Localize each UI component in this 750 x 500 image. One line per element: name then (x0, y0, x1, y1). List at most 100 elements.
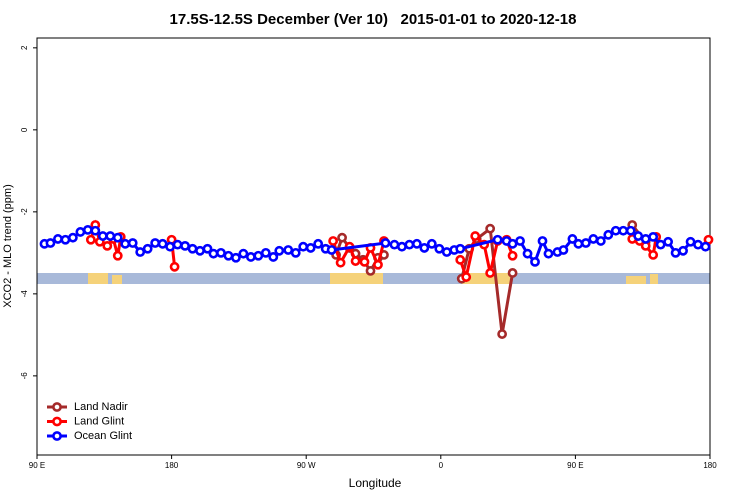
point (537, 236, 548, 246)
point (157, 238, 168, 249)
point (507, 250, 518, 261)
legend-label: Land Glint (74, 415, 124, 427)
point (112, 250, 123, 261)
point (45, 238, 56, 248)
point (640, 234, 651, 244)
legend-marker (52, 402, 62, 412)
legend-marker (52, 416, 62, 427)
point (90, 225, 101, 236)
point (543, 248, 554, 259)
point (180, 240, 190, 251)
point (515, 236, 525, 246)
point (663, 236, 674, 247)
point (678, 245, 688, 256)
point (567, 234, 578, 244)
point (404, 239, 415, 250)
point (172, 239, 183, 250)
point (150, 238, 161, 248)
point (53, 234, 63, 244)
point (588, 234, 599, 244)
point (216, 247, 226, 258)
point (497, 329, 508, 339)
point (603, 229, 614, 240)
point (102, 240, 113, 251)
point (485, 223, 496, 234)
point (389, 239, 400, 250)
point (470, 231, 481, 241)
point (573, 238, 584, 249)
point (313, 238, 324, 249)
point (67, 232, 78, 243)
point (648, 231, 659, 242)
point (268, 252, 279, 262)
x-tick-label: 180 (703, 461, 717, 470)
point (245, 252, 256, 262)
point (274, 245, 285, 256)
point (298, 241, 309, 252)
point (283, 245, 294, 255)
y-tick-label: -6 (20, 372, 29, 380)
point (60, 234, 71, 245)
point (290, 247, 301, 258)
point (625, 225, 636, 236)
y-tick-label: 2 (20, 45, 29, 50)
point (82, 224, 93, 235)
point (419, 243, 430, 253)
point (610, 225, 621, 236)
land-mask-band (37, 273, 710, 284)
point (238, 248, 249, 259)
x-tick-label: 0 (439, 461, 444, 470)
y-tick-label: -2 (20, 208, 29, 216)
point (700, 241, 711, 252)
point (142, 243, 153, 254)
point (411, 238, 422, 249)
point (455, 243, 466, 254)
point (112, 232, 123, 243)
point (350, 256, 361, 266)
x-tick-label: 90 E (29, 461, 45, 470)
point (558, 245, 569, 255)
legend-label: Land Nadir (74, 401, 128, 413)
series (39, 224, 711, 267)
point (648, 250, 659, 260)
point (337, 232, 347, 243)
point (169, 261, 180, 272)
point (260, 247, 271, 258)
point (397, 241, 407, 252)
legend-label: Ocean Glint (74, 430, 132, 442)
point (127, 238, 138, 248)
chart-title: 17.5S-12.5S December (Ver 10) 2015-01-01… (170, 11, 577, 28)
y-axis-label: XCO2 - MLO trend (ppm) (2, 184, 14, 307)
point (195, 245, 205, 256)
point (208, 248, 219, 259)
point (441, 247, 452, 257)
point (373, 259, 383, 270)
point (165, 241, 176, 252)
point (85, 234, 96, 245)
legend-marker (52, 431, 62, 441)
point (655, 239, 666, 250)
y-tick-label: 0 (20, 127, 29, 132)
x-tick-label: 90 E (567, 461, 583, 470)
point (135, 247, 146, 257)
point (461, 272, 472, 282)
point (380, 238, 391, 248)
point (253, 250, 264, 261)
x-tick-label: 90 W (297, 461, 316, 470)
point (455, 254, 466, 265)
point (202, 243, 213, 254)
point (492, 234, 503, 245)
point (693, 239, 703, 250)
point (522, 248, 533, 259)
point (633, 231, 644, 241)
point (223, 250, 234, 261)
x-tick-label: 180 (165, 461, 179, 470)
point (120, 238, 131, 249)
point (670, 247, 681, 258)
point (618, 225, 629, 236)
point (75, 227, 86, 237)
point (105, 231, 116, 241)
y-tick-label: -4 (20, 290, 29, 298)
x-axis-label: Longitude (349, 476, 402, 490)
